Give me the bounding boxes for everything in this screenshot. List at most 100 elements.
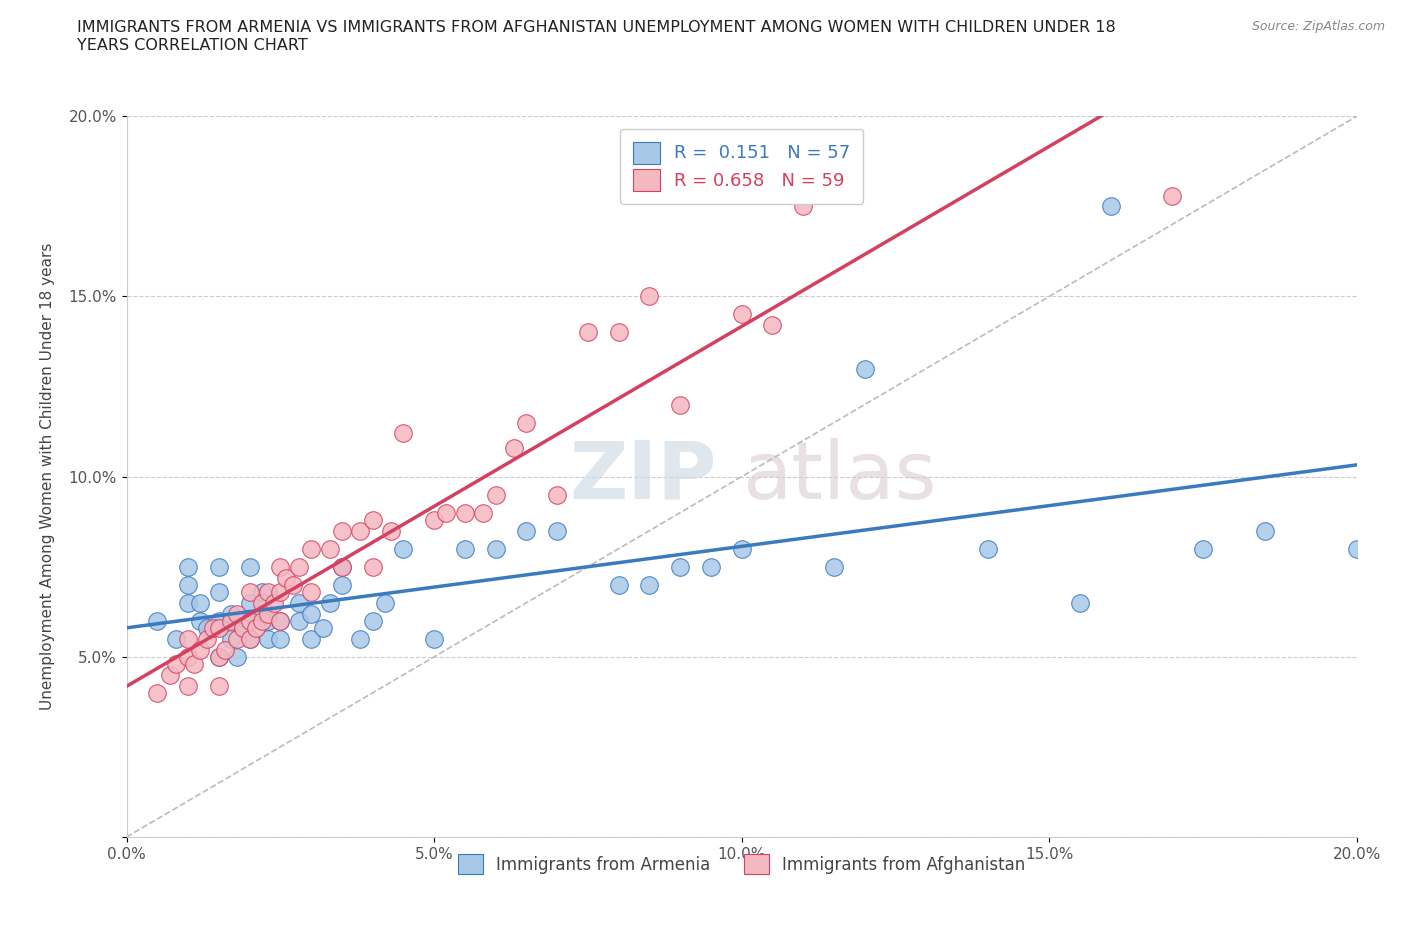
Point <box>318 595 340 610</box>
Text: IMMIGRANTS FROM ARMENIA VS IMMIGRANTS FROM AFGHANISTAN UNEMPLOYMENT AMONG WOMEN : IMMIGRANTS FROM ARMENIA VS IMMIGRANTS FR… <box>77 20 1116 53</box>
Point <box>546 487 568 502</box>
Point <box>208 649 231 664</box>
Point <box>299 585 322 600</box>
Point <box>257 585 280 600</box>
Point <box>576 326 599 340</box>
Point <box>436 505 458 520</box>
Point <box>226 606 249 621</box>
Point <box>330 578 353 592</box>
Point <box>374 595 396 610</box>
Point <box>1192 541 1215 556</box>
Point <box>239 631 262 646</box>
Point <box>177 578 200 592</box>
Point <box>281 578 304 592</box>
Point <box>219 614 242 629</box>
Point <box>239 614 262 629</box>
Point <box>515 415 537 430</box>
Point <box>380 524 402 538</box>
Point <box>245 620 267 635</box>
Point <box>226 631 249 646</box>
Point <box>250 606 273 621</box>
Point <box>239 595 262 610</box>
Point <box>731 541 754 556</box>
Point <box>392 426 415 441</box>
Point <box>188 614 211 629</box>
Point <box>219 606 242 621</box>
Point <box>257 614 280 629</box>
Point <box>232 620 254 635</box>
Point <box>349 631 371 646</box>
Point <box>269 585 291 600</box>
Point <box>177 649 200 664</box>
Point <box>239 631 262 646</box>
Point <box>208 559 231 574</box>
Point <box>423 631 446 646</box>
Point <box>250 614 273 629</box>
Point <box>226 649 249 664</box>
Point <box>269 614 291 629</box>
Point <box>853 361 876 376</box>
Point <box>361 614 384 629</box>
Point <box>731 307 754 322</box>
Point <box>269 631 291 646</box>
Point <box>239 614 262 629</box>
Point <box>700 559 723 574</box>
Y-axis label: Unemployment Among Women with Children Under 18 years: Unemployment Among Women with Children U… <box>39 243 55 711</box>
Point <box>361 559 384 574</box>
Point <box>669 397 692 412</box>
Point <box>287 559 309 574</box>
Point <box>208 620 231 635</box>
Point <box>250 595 273 610</box>
Point <box>226 614 249 629</box>
Point <box>177 595 200 610</box>
Point <box>454 541 477 556</box>
Point <box>638 289 661 304</box>
Point <box>792 199 814 214</box>
Text: atlas: atlas <box>742 438 936 515</box>
Point <box>1346 541 1368 556</box>
Point <box>208 649 231 664</box>
Point <box>1253 524 1275 538</box>
Point <box>1069 595 1091 610</box>
Point <box>299 606 322 621</box>
Point <box>669 559 692 574</box>
Point <box>177 631 200 646</box>
Point <box>318 541 340 556</box>
Point <box>761 318 783 333</box>
Point <box>177 559 200 574</box>
Point <box>423 512 446 527</box>
Legend: Immigrants from Armenia, Immigrants from Afghanistan: Immigrants from Armenia, Immigrants from… <box>450 845 1033 883</box>
Point <box>823 559 845 574</box>
Point <box>1099 199 1122 214</box>
Point <box>188 643 211 658</box>
Point <box>188 595 211 610</box>
Point <box>454 505 477 520</box>
Point <box>263 595 285 610</box>
Point <box>299 541 322 556</box>
Point <box>607 578 630 592</box>
Point <box>159 668 181 683</box>
Point <box>165 657 187 671</box>
Point <box>607 326 630 340</box>
Point <box>484 487 508 502</box>
Point <box>208 614 231 629</box>
Point <box>208 678 231 693</box>
Point <box>257 606 280 621</box>
Point <box>361 512 384 527</box>
Text: ZIP: ZIP <box>569 438 717 515</box>
Point <box>299 631 322 646</box>
Point <box>239 585 262 600</box>
Point <box>287 595 309 610</box>
Point <box>208 585 231 600</box>
Point <box>214 643 236 658</box>
Point <box>257 631 280 646</box>
Point <box>195 620 218 635</box>
Point <box>250 585 273 600</box>
Point <box>484 541 508 556</box>
Point <box>276 570 298 585</box>
Point <box>515 524 537 538</box>
Point <box>232 620 254 635</box>
Point <box>330 559 353 574</box>
Point <box>546 524 568 538</box>
Point <box>195 631 218 646</box>
